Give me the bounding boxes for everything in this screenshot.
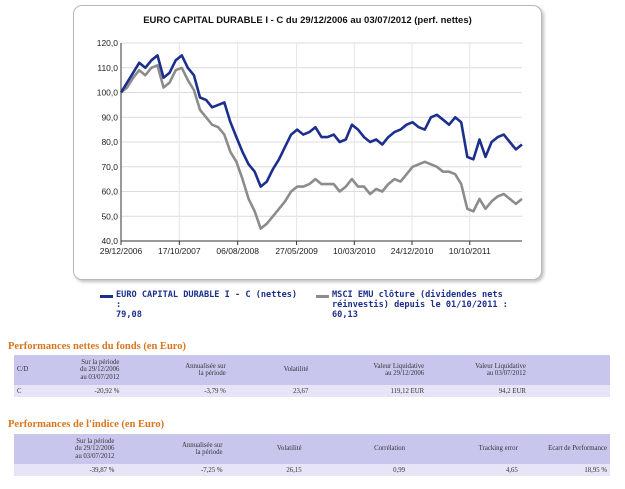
y-tick-label: 60,0: [101, 187, 118, 197]
col-tracking-error: Tracking error: [408, 434, 521, 464]
cell-vl-start: 119,12 EUR: [311, 385, 428, 397]
index-perf-table: Sur la période du 29/12/2006 au 03/07/20…: [14, 434, 610, 476]
index-perf-title: Performances de l'indice (en Euro): [8, 419, 165, 430]
col-ecart: Ecart de Performance: [520, 434, 610, 464]
series-line-fund: [119, 54, 523, 188]
cell-ecart: 18,95 %: [520, 464, 610, 476]
x-tick-label: 27/05/2009: [275, 246, 318, 256]
col-period: Sur la période du 29/12/2006 au 03/07/20…: [58, 355, 123, 385]
x-tick-label: 24/12/2010: [391, 246, 434, 256]
col-cd: C/D: [14, 355, 59, 385]
cell-correlation: 0,99: [304, 464, 409, 476]
legend-index-swatch: [316, 295, 329, 298]
cell-tracking-error: 4,65: [408, 464, 521, 476]
fund-perf-title: Performances nettes du fonds (en Euro): [8, 341, 186, 352]
y-tick-label: 110,0: [97, 63, 118, 73]
chart-grid: [121, 42, 522, 242]
x-tick-label: 29/12/2006: [100, 246, 143, 256]
x-tick-label: 06/08/2008: [216, 246, 259, 256]
chart-series: [119, 54, 523, 230]
table-row: C -20,92 % -3,79 % 23,67 119,12 EUR 94,2…: [14, 385, 610, 397]
y-tick-label: 120,0: [97, 38, 119, 48]
col-annualised: Annualisée sur la période: [122, 355, 229, 385]
legend-index-value: 60,13: [332, 310, 358, 320]
fund-perf-table: C/D Sur la période du 29/12/2006 au 03/0…: [14, 355, 610, 397]
col-volatility: Volatilité: [225, 434, 305, 464]
table-header-row: Sur la période du 29/12/2006 au 03/07/20…: [14, 434, 610, 464]
y-tick-label: 70,0: [101, 162, 118, 172]
legend-fund-swatch: [100, 295, 113, 298]
y-tick-label: 50,0: [101, 211, 118, 221]
performance-line-chart: 120,0110,0100,090,080,070,060,050,040,02…: [97, 38, 523, 256]
cell-cd: C: [14, 385, 59, 397]
col-correlation: Corrélation: [304, 434, 409, 464]
cell-volatility: 26,15: [225, 464, 305, 476]
x-tick-label: 10/10/2011: [449, 246, 491, 256]
cell-volatility: 23,67: [228, 385, 312, 397]
cell-vl-end: 94,2 EUR: [427, 385, 529, 397]
col-vl-end: Valeur Liquidative au 03/07/2012: [427, 355, 529, 385]
table-header-row: C/D Sur la période du 29/12/2006 au 03/0…: [14, 355, 610, 385]
chart-axes: 120,0110,0100,090,080,070,060,050,040,02…: [97, 38, 522, 256]
legend-fund-value: 79,08: [116, 310, 142, 320]
col-vl-start: Valeur Liquidative au 29/12/2006: [311, 355, 428, 385]
table-row: -39,87 % -7,25 % 26,15 0,99 4,65 18,95 %: [14, 464, 610, 476]
y-tick-label: 90,0: [101, 112, 118, 122]
y-tick-label: 80,0: [101, 137, 118, 147]
series-line-index: [120, 64, 523, 230]
col-volatility: Volatilité: [228, 355, 312, 385]
legend-index-label-2: réinvestis) depuis le 01/10/2011 :: [332, 300, 508, 310]
legend-index-label-1: MSCI EMU clôture (dividendes nets: [332, 290, 503, 300]
chart-title: EURO CAPITAL DURABLE I - C du 29/12/2006…: [143, 15, 472, 26]
legend-fund-label: EURO CAPITAL DURABLE I - C (nettes) :: [116, 290, 298, 310]
x-tick-label: 17/10/2007: [158, 246, 201, 256]
cell-annualised: -7,25 %: [117, 464, 226, 476]
cell-annualised: -3,79 %: [122, 385, 229, 397]
cell-period: -39,87 %: [14, 464, 118, 476]
cell-period: -20,92 %: [58, 385, 123, 397]
col-annualised: Annualisée sur la période: [117, 434, 226, 464]
y-tick-label: 40,0: [101, 236, 118, 246]
y-tick-label: 100,0: [97, 88, 119, 98]
col-period: Sur la période du 29/12/2006 au 03/07/20…: [14, 434, 118, 464]
x-tick-label: 10/03/2010: [333, 246, 376, 256]
